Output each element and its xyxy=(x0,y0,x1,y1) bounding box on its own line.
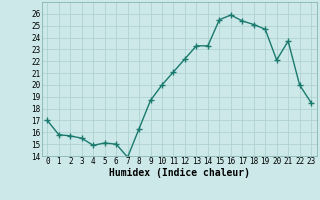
X-axis label: Humidex (Indice chaleur): Humidex (Indice chaleur) xyxy=(109,168,250,178)
